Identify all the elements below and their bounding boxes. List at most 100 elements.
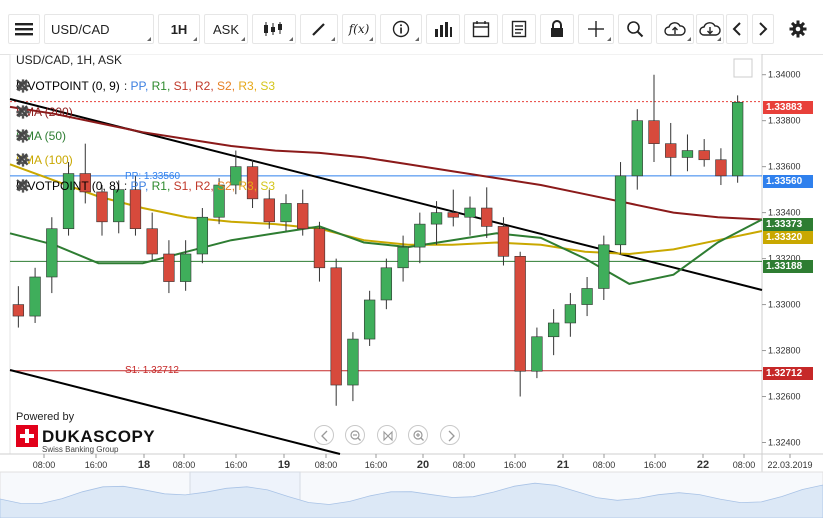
candle-body [497,226,510,257]
candle-body [46,228,58,278]
price-box-s1: 1.32712 [763,367,813,380]
zoom-out-icon [350,430,361,441]
calendar-button[interactable] [464,14,498,44]
lock-icon [551,20,563,37]
indicator-sma-50: SMA (50) [16,129,80,143]
dukascopy-logo: Powered by DUKASCOPY Swiss Banking Group [16,411,155,454]
candle-body [531,336,543,372]
x-tick-label: 16:00 [85,460,108,470]
chevron-right-icon [759,22,768,36]
lock-button[interactable] [540,14,574,44]
candle-body [648,120,660,144]
y-tick-label: 1.33800 [768,116,801,126]
series-line-200 [9,105,763,221]
candlestick-icon [264,22,282,36]
candle-body [547,322,560,338]
price-box-sma50-level: 1.33188 [763,260,813,273]
candle-body [313,228,326,269]
settings-button[interactable] [782,14,814,44]
zoom-out-button[interactable] [345,425,365,445]
candle-body [163,253,175,282]
template-button[interactable] [502,14,536,44]
fit-button[interactable] [377,425,397,445]
indicator-name: PIVOTPOINT (0, 8) [16,179,120,193]
candle-body [330,267,342,386]
magnifier-icon [627,21,644,38]
pivot-tag-s2: S2, [217,79,239,93]
indicators-button[interactable]: f(x) [342,14,376,44]
pivot-tag-pp: PP, [130,79,152,93]
candle-body [380,267,393,301]
swiss-flag-icon [16,425,38,447]
pen-icon [312,23,325,36]
info-button[interactable] [380,14,422,44]
price-chart[interactable]: 1.34000 1.33800 1.33600 1.33400 1.33200 1.330… [0,54,823,518]
x-tick-label: 22.03.2019 [767,460,812,470]
y-tick-label: 1.33600 [768,162,801,172]
upload-button[interactable] [656,14,694,44]
scroll-left-button[interactable] [726,14,748,44]
cloud-download-icon [699,22,721,36]
menu-button[interactable] [8,14,40,44]
side-label: ASK [212,21,239,37]
volume-button[interactable] [426,14,460,44]
pivot-tag-pp: PP, [130,179,152,193]
gear-icon [789,20,807,38]
candle-body [12,304,25,317]
function-icon: f(x) [348,22,370,36]
candle-body [62,173,75,230]
candle-body [715,159,727,177]
candle-body [96,191,108,223]
candle-body [564,304,577,324]
instrument-select[interactable]: USD/CAD [44,14,154,44]
series-line-50 [9,218,763,285]
price-box-last: 1.33883 [763,101,813,114]
calendar-icon [472,21,490,38]
expand-icon [733,58,753,78]
y-tick-label: 1.34000 [768,70,801,80]
powered-by-label: Powered by [16,411,75,423]
price-box-sma100: 1.33320 [763,231,813,244]
scroll-right-button[interactable] [752,14,774,44]
draw-tool-button[interactable] [300,14,338,44]
arrow-right-icon [448,430,455,442]
timeframe-select[interactable]: 1H [158,14,200,44]
y-tick-label: 1.32800 [768,346,801,356]
pivot-tag-s3: S3 [260,179,276,193]
crosshair-icon [588,21,604,37]
pivot-tag-r2: R2, [195,79,218,93]
timeframe-label: 1H [170,21,188,37]
chart-type-button[interactable] [252,14,296,44]
price-box-sma50: 1.33373 [763,218,813,231]
crosshair-button[interactable] [578,14,614,44]
tag-separator: : [123,79,131,93]
y-tick-label: 1.33000 [768,300,801,310]
x-tick-label: 16:00 [225,460,248,470]
pivot-tag-r1: R1, [151,179,174,193]
nav-back-button[interactable] [314,425,334,445]
x-tick-label: 08:00 [173,460,196,470]
candle-body [297,203,309,230]
plot-area [9,54,763,455]
pivot-tag-s3: S3 [260,79,276,93]
x-tick-label: 19 [278,459,290,471]
indicator-name: PIVOTPOINT (0, 9) [16,79,120,93]
x-tick-label: 18 [138,459,150,471]
cloud-upload-icon [664,22,686,36]
candle-body [196,216,209,255]
pivot-tag-s1: S1, [173,79,195,93]
pivot-tag-s2: S2, [217,179,239,193]
chevron-left-icon [732,22,741,36]
hamburger-icon [15,23,33,36]
zoom-in-button[interactable] [408,425,428,445]
nav-forward-button[interactable] [440,425,460,445]
indicator-name: SMA (200) [16,105,73,119]
candle-body [113,189,125,223]
side-select[interactable]: ASK [204,14,248,44]
chart-area[interactable]: 1.34000 1.33800 1.33600 1.33400 1.33200 1.330… [0,53,823,518]
download-button[interactable] [696,14,724,44]
zoom-button[interactable] [618,14,652,44]
candle-body [179,253,192,282]
candle-body [213,184,225,218]
candle-body [430,212,443,225]
